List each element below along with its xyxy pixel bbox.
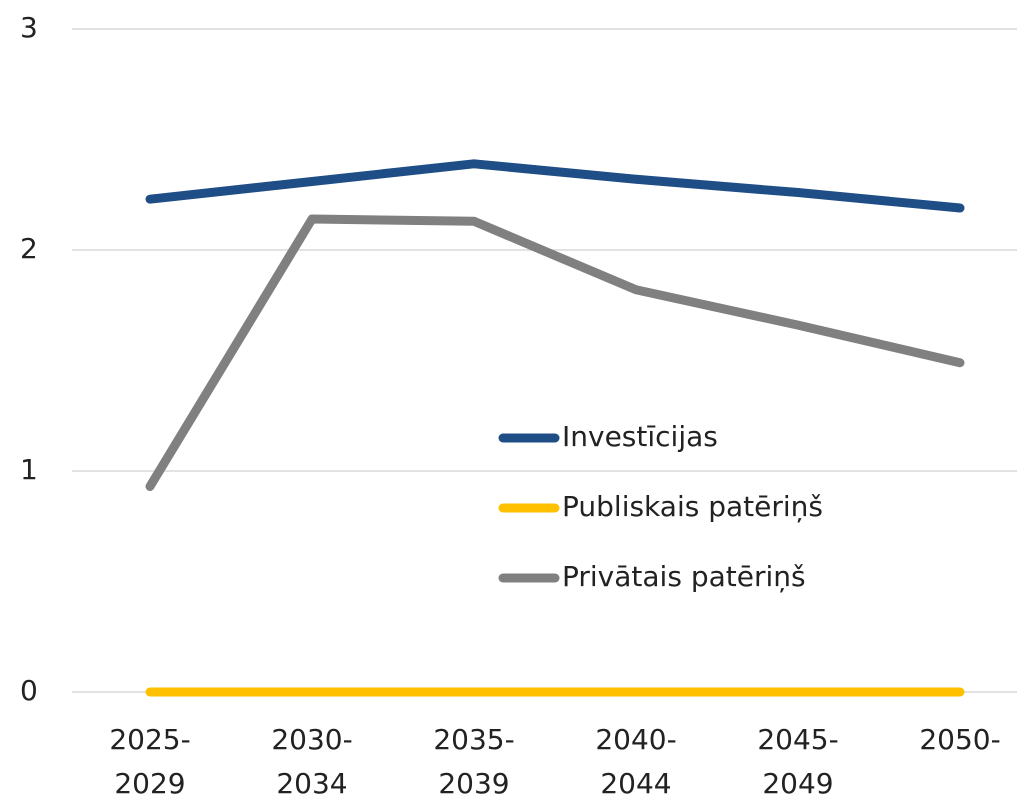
legend-label: Investīcijas [562, 420, 718, 453]
y-tick-label: 1 [20, 453, 38, 486]
line [145, 214, 965, 491]
x-tick-label: 2035-2039 [433, 723, 515, 799]
x-tick-label: 2040-2044 [595, 723, 677, 799]
x-tick-label: 2030-2034 [271, 723, 353, 799]
y-tick-label: 2 [20, 232, 38, 265]
legend-label: Privātais patēriņš [562, 560, 806, 593]
y-tick-label: 3 [20, 11, 38, 44]
y-tick-label: 0 [20, 674, 38, 707]
x-tick-label: 2025-2029 [109, 723, 191, 799]
line [145, 159, 965, 213]
legend-label: Publiskais patēriņš [562, 490, 823, 523]
x-tick-label: 2050- [919, 723, 1001, 756]
x-tick-label: 2045-2049 [757, 723, 839, 799]
